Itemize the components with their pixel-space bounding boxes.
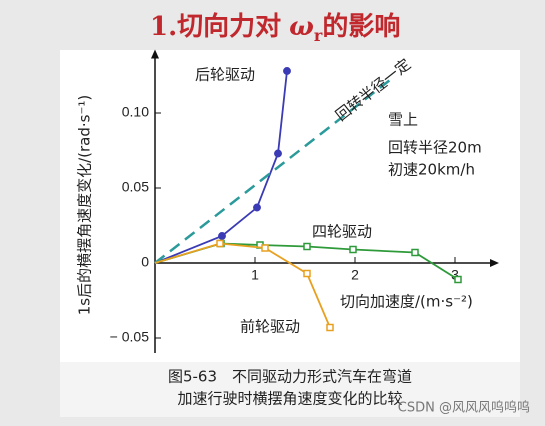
x-axis-label: 切向加速度/(m·s⁻²) xyxy=(340,293,473,311)
series-label: 四轮驱动 xyxy=(312,223,372,241)
x-tick-label: 1 xyxy=(251,267,259,283)
series-label: 前轮驱动 xyxy=(240,318,300,336)
point xyxy=(283,67,291,75)
x-tick-label: 3 xyxy=(451,267,459,283)
point xyxy=(253,203,261,212)
point xyxy=(216,239,224,248)
series-label: 后轮驱动 xyxy=(195,66,255,84)
point xyxy=(326,323,334,332)
point xyxy=(349,245,357,254)
point xyxy=(274,149,282,158)
title-symbol: ω xyxy=(289,12,314,42)
title-subscript: r xyxy=(314,26,323,45)
title-text: 的影响 xyxy=(322,11,400,42)
chart-panel xyxy=(60,50,520,362)
point xyxy=(411,248,419,257)
y-tick-label: − 0.05 xyxy=(110,329,150,345)
point xyxy=(303,269,311,278)
y-axis-label: 1s后的横摆角速度变化/(rad·s⁻¹) xyxy=(76,95,94,316)
point xyxy=(303,242,311,251)
y-tick-label: 0 xyxy=(141,254,149,270)
annotation: 雪上 xyxy=(388,111,418,129)
x-axis-arrow xyxy=(490,259,499,267)
x-tick-label: 2 xyxy=(351,267,359,283)
watermark: CSDN @风风风呜呜呜 xyxy=(398,400,530,416)
caption-panel xyxy=(60,362,520,417)
title-text: 1.切向力对 xyxy=(150,11,281,42)
y-tick-label: 0.10 xyxy=(122,104,149,120)
series-line xyxy=(154,79,391,264)
caption: 图5-63 不同驱动力形式汽车在弯道 xyxy=(168,368,412,386)
y-axis-arrow xyxy=(151,49,159,59)
y-tick-label: 0.05 xyxy=(122,179,149,195)
annotation: 初速20km/h xyxy=(388,161,475,179)
point xyxy=(261,244,269,252)
annotation: 回转半径20m xyxy=(388,139,482,157)
caption: 加速行驶时横摆角速度变化的比较 xyxy=(177,390,402,408)
title: 1.切向力对 ωr的影响 xyxy=(150,11,400,45)
point xyxy=(218,232,226,240)
point xyxy=(454,275,462,284)
